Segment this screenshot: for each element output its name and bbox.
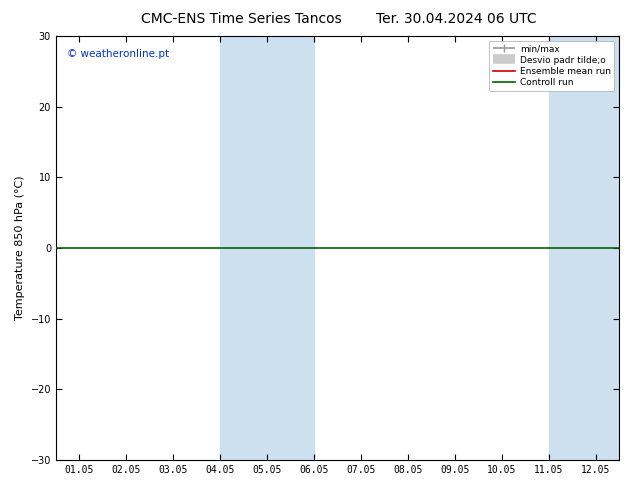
Text: Ter. 30.04.2024 06 UTC: Ter. 30.04.2024 06 UTC — [376, 12, 537, 26]
Text: CMC-ENS Time Series Tancos: CMC-ENS Time Series Tancos — [141, 12, 341, 26]
Bar — [548, 36, 634, 460]
Y-axis label: Temperature 850 hPa (°C): Temperature 850 hPa (°C) — [15, 176, 25, 320]
Legend: min/max, Desvio padr tilde;o, Ensemble mean run, Controll run: min/max, Desvio padr tilde;o, Ensemble m… — [489, 41, 614, 91]
Bar — [267, 36, 314, 460]
Text: © weatheronline.pt: © weatheronline.pt — [67, 49, 169, 59]
Bar — [220, 36, 267, 460]
